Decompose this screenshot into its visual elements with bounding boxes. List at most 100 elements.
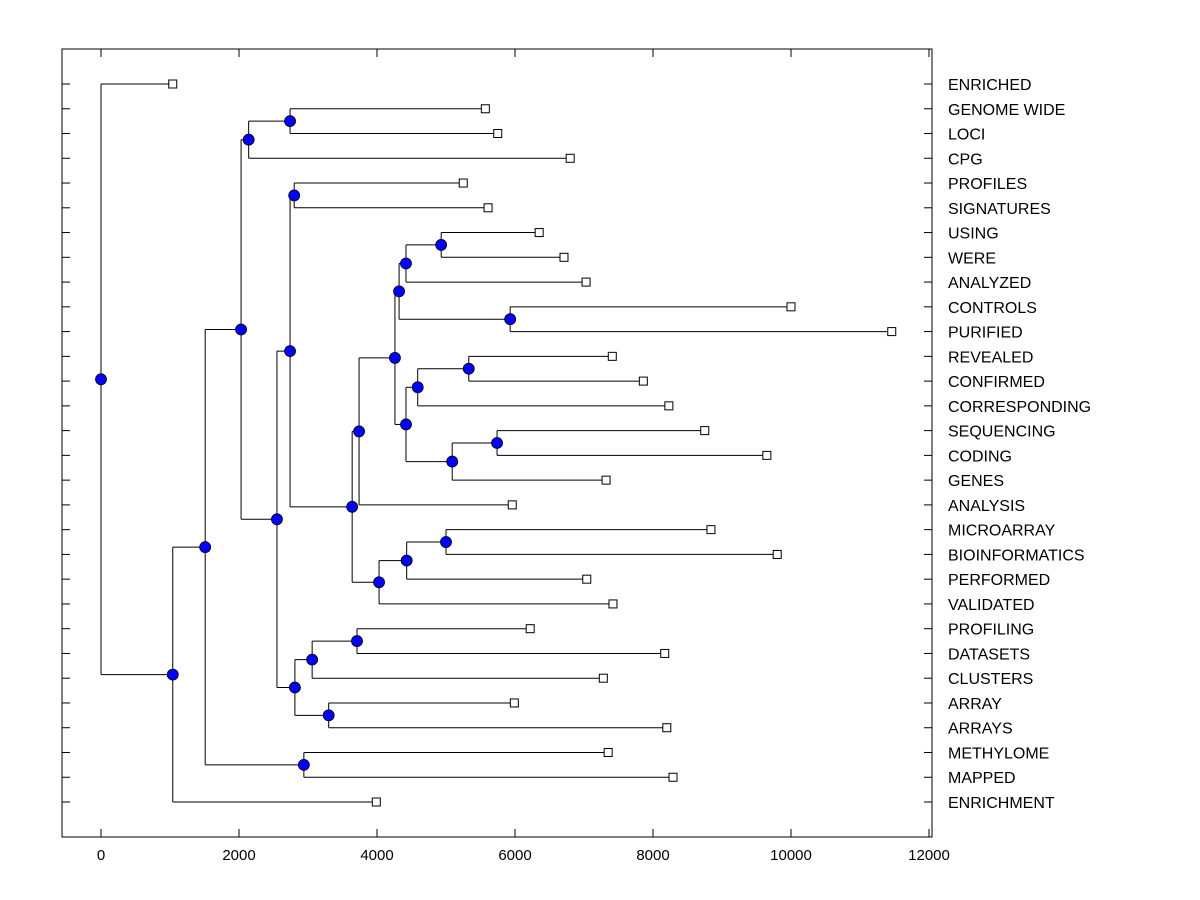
node-marker bbox=[462, 362, 475, 375]
leaf-label: ENRICHED bbox=[948, 77, 1032, 94]
leaf-label: REVEALED bbox=[948, 349, 1033, 366]
leaf-label: VALIDATED bbox=[948, 597, 1035, 614]
x-tick-label: 0 bbox=[97, 847, 105, 864]
leaf-label: WERE bbox=[948, 250, 996, 267]
leaf-marker bbox=[559, 252, 569, 262]
leaf-label: ARRAYS bbox=[948, 721, 1013, 738]
leaf-label: MAPPED bbox=[948, 770, 1016, 787]
node-marker bbox=[393, 285, 405, 298]
leaf-marker bbox=[603, 747, 613, 757]
leaf-label: PERFORMED bbox=[948, 572, 1050, 589]
leaf-label: CPG bbox=[948, 151, 983, 168]
leaf-label: ENRICHMENT bbox=[948, 795, 1055, 812]
node-marker bbox=[440, 536, 452, 548]
leaf-marker bbox=[598, 673, 608, 683]
leaf-marker bbox=[534, 228, 544, 238]
leaf-marker bbox=[608, 599, 618, 609]
leaf-label: GENOME WIDE bbox=[948, 102, 1065, 119]
leaf-label: ANALYSIS bbox=[948, 498, 1025, 515]
node-marker bbox=[435, 239, 448, 251]
leaf-label: CORRESPONDING bbox=[948, 399, 1091, 416]
node-marker bbox=[271, 513, 283, 526]
node-marker bbox=[322, 709, 335, 722]
leaf-label: PROFILING bbox=[948, 622, 1034, 639]
node-marker bbox=[504, 313, 517, 326]
leaf-label: SEQUENCING bbox=[948, 424, 1056, 441]
node-marker bbox=[297, 758, 310, 771]
leaf-label: USING bbox=[948, 226, 999, 243]
leaf-label: SIGNATURES bbox=[948, 201, 1051, 218]
node-marker bbox=[95, 373, 107, 386]
node-marker bbox=[491, 437, 503, 449]
leaf-label: CODING bbox=[948, 448, 1012, 465]
leaf-label: CONTROLS bbox=[948, 300, 1037, 317]
leaf-marker bbox=[480, 104, 490, 114]
node-markers bbox=[95, 115, 517, 771]
leaf-label: CLUSTERS bbox=[948, 671, 1033, 688]
leaf-marker bbox=[601, 475, 611, 485]
leaf-marker bbox=[525, 624, 535, 634]
leaf-label: GENES bbox=[948, 473, 1004, 490]
node-marker bbox=[306, 653, 319, 666]
leaf-marker bbox=[664, 401, 674, 411]
x-tick-labels: 0 2000 4000 6000 8000 10000 12000 bbox=[97, 847, 950, 864]
leaf-marker bbox=[668, 772, 678, 782]
leaf-marker bbox=[581, 277, 591, 287]
leaf-marker bbox=[458, 178, 468, 188]
node-marker bbox=[411, 381, 424, 394]
leaf-label: BIOINFORMATICS bbox=[948, 547, 1085, 564]
plot-frame bbox=[61, 48, 933, 838]
leaf-marker bbox=[772, 549, 782, 559]
node-marker bbox=[373, 576, 385, 589]
node-marker bbox=[351, 635, 363, 647]
leaf-marker bbox=[507, 500, 517, 510]
leaf-marker bbox=[509, 698, 519, 708]
leaf-marker bbox=[706, 525, 716, 535]
leaf-marker bbox=[660, 648, 670, 658]
x-tick-label: 4000 bbox=[360, 847, 393, 864]
leaf-marker bbox=[700, 426, 710, 436]
leaf-label: ANALYZED bbox=[948, 275, 1031, 292]
node-marker bbox=[284, 115, 296, 128]
x-tick-label: 8000 bbox=[636, 847, 669, 864]
leaf-marker bbox=[582, 574, 592, 584]
node-marker bbox=[346, 500, 359, 513]
leaf-marker bbox=[493, 129, 503, 139]
node-marker bbox=[400, 257, 412, 270]
node-marker bbox=[242, 133, 255, 146]
leaf-marker bbox=[565, 153, 575, 163]
leaf-labels: ENRICHED GENOME WIDE LOCI CPG PROFILES SIGNAT… bbox=[948, 77, 1091, 812]
node-marker bbox=[288, 681, 301, 694]
node-marker bbox=[166, 668, 179, 681]
node-marker bbox=[389, 351, 401, 364]
leaf-markers bbox=[168, 79, 897, 807]
node-marker bbox=[400, 418, 412, 431]
node-marker bbox=[199, 541, 212, 554]
axis-ticks bbox=[62, 49, 932, 837]
node-marker bbox=[235, 323, 247, 336]
leaf-marker bbox=[483, 203, 493, 213]
leaf-label: LOCI bbox=[948, 127, 985, 144]
node-marker bbox=[288, 189, 301, 202]
node-marker bbox=[284, 345, 296, 358]
leaf-marker bbox=[786, 302, 796, 312]
leaf-label: MICROARRAY bbox=[948, 523, 1056, 540]
leaf-marker bbox=[662, 723, 672, 733]
leaf-marker bbox=[762, 450, 772, 460]
x-tick-label: 2000 bbox=[222, 847, 255, 864]
x-tick-label: 10000 bbox=[770, 847, 812, 864]
leaf-label: METHYLOME bbox=[948, 745, 1049, 762]
leaf-label: PROFILES bbox=[948, 176, 1027, 193]
leaf-marker bbox=[887, 327, 897, 337]
node-marker bbox=[446, 455, 459, 468]
leaf-marker bbox=[168, 79, 178, 89]
leaf-label: PURIFIED bbox=[948, 325, 1023, 342]
node-marker bbox=[353, 425, 365, 438]
x-tick-label: 6000 bbox=[498, 847, 531, 864]
leaf-marker bbox=[607, 351, 617, 361]
x-tick-label: 12000 bbox=[908, 847, 950, 864]
leaf-marker bbox=[371, 797, 381, 807]
node-marker bbox=[400, 554, 413, 567]
leaf-label: DATASETS bbox=[948, 646, 1030, 663]
